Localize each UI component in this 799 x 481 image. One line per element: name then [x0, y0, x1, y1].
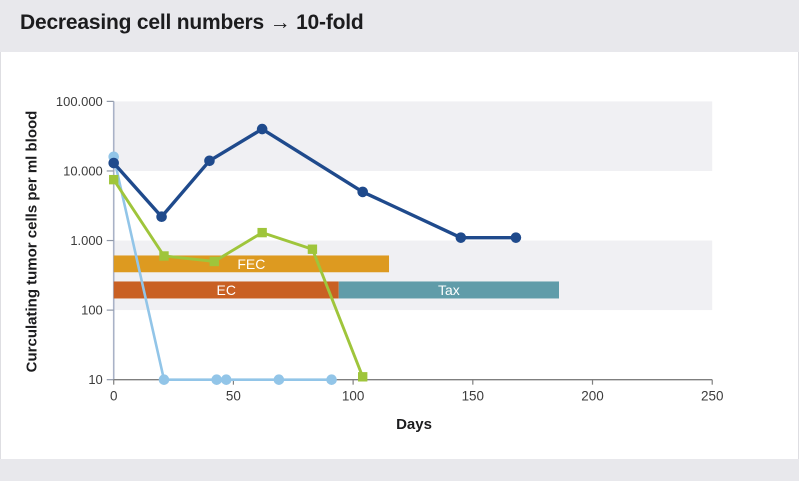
series-green-line — [112, 178, 365, 379]
x-tick-label: 150 — [462, 389, 484, 404]
page-title: Decreasing cell numbers → 10-fold — [20, 11, 364, 34]
y-tick-label: 1.000 — [70, 233, 102, 248]
data-point-marker-dark-blue-line — [256, 123, 268, 135]
plot-band — [113, 240, 713, 311]
data-point-marker-dark-blue-line — [510, 232, 522, 243]
y-tick-label: 10.000 — [63, 163, 103, 178]
plot-band — [113, 101, 713, 171]
data-point-marker-dark-blue-line — [357, 186, 368, 198]
chart-panel: 100.000 10.000 1.000 100 10 0 50 100 150 200 250 FE… — [0, 52, 799, 459]
data-point-marker-green-line — [109, 174, 119, 185]
data-point-marker-green-line — [159, 251, 169, 261]
data-point-marker-light-blue-line — [220, 374, 232, 385]
data-point-marker-light-blue-line — [273, 374, 285, 385]
data-point-marker-light-blue-line — [211, 374, 222, 385]
data-point-marker-green-line — [209, 256, 219, 267]
title-band: Decreasing cell numbers → 10-fold — [0, 0, 799, 52]
x-tick-label: 50 — [226, 389, 241, 404]
treatment-bar-ec — [113, 281, 339, 299]
y-tick-label: 100.000 — [56, 94, 103, 109]
data-point-marker-dark-blue-line — [156, 211, 167, 223]
data-point-marker-green-line — [257, 227, 267, 238]
data-point-marker-dark-blue-line — [204, 155, 215, 167]
treatment-bar-label-tax: Tax — [438, 282, 460, 298]
y-axis-title: Curculating tumor cells per ml blood — [23, 110, 41, 373]
x-tick-label: 100 — [342, 389, 364, 404]
data-point-marker-light-blue-line — [326, 374, 337, 385]
data-point-marker-light-blue-line — [158, 374, 170, 385]
data-point-marker-dark-blue-line — [455, 232, 467, 243]
bottom-band — [0, 459, 799, 481]
y-tick-label: 100 — [81, 303, 103, 318]
y-tick-label: 10 — [88, 372, 102, 387]
treatment-bar-label-fec: FEC — [237, 256, 265, 272]
x-tick-label: 0 — [110, 389, 117, 404]
treatment-bar-tax — [338, 281, 559, 299]
data-point-marker-green-line — [358, 372, 368, 382]
x-tick-label: 200 — [581, 389, 603, 404]
x-axis-title: Days — [396, 416, 432, 433]
x-tick-label: 250 — [701, 389, 723, 404]
data-point-marker-dark-blue-line — [108, 157, 120, 169]
treatment-bar-label-ec: EC — [217, 282, 236, 298]
data-point-marker-green-line — [307, 244, 318, 254]
